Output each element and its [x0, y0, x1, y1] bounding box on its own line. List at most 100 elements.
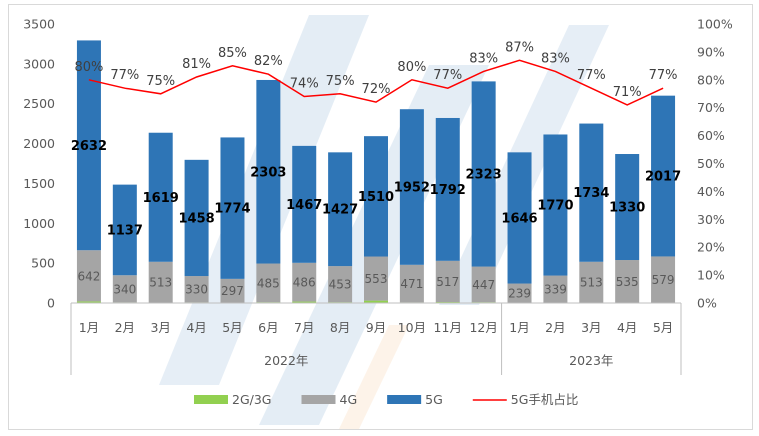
bar-5g	[543, 134, 568, 276]
bar-4g	[507, 283, 532, 303]
legend-swatch-5g	[387, 395, 422, 404]
bar-5g	[364, 136, 388, 257]
x-tick-label: 1月	[509, 320, 529, 335]
x-tick-label: 4月	[186, 320, 206, 335]
data-label-5g: 1619	[143, 191, 179, 206]
data-label-4g: 513	[580, 276, 603, 290]
bar-4g	[256, 263, 281, 303]
bar-2g-3g	[292, 301, 317, 303]
data-label-5g-share: 83%	[541, 51, 570, 66]
y-right-tick-label: 0%	[697, 296, 717, 311]
data-label-5g: 1330	[609, 201, 645, 216]
x-tick-label: 12月	[469, 320, 497, 335]
data-label-4g: 453	[329, 278, 352, 292]
data-label-5g-share: 74%	[290, 77, 319, 92]
x-tick-label: 8月	[330, 320, 350, 335]
x-tick-label: 7月	[294, 320, 314, 335]
bar-5g	[76, 40, 101, 251]
y-right-tick-label: 60%	[697, 128, 725, 143]
data-label-4g: 485	[257, 276, 280, 290]
data-label-5g: 2323	[466, 167, 502, 182]
data-label-5g-share: 77%	[110, 68, 139, 83]
y-left-tick-label: 1000	[23, 216, 55, 231]
data-label-4g: 340	[113, 282, 136, 296]
data-label-5g: 2303	[250, 165, 286, 180]
data-label-5g: 1770	[537, 199, 573, 214]
legend: 2G/3G 4G 5G 5G手机占比	[194, 392, 578, 407]
bar-4g	[615, 260, 640, 303]
bar-5g	[615, 154, 640, 261]
data-label-5g-share: 87%	[505, 40, 534, 55]
data-label-5g-share: 77%	[649, 68, 678, 83]
legend-label: 4G	[340, 392, 358, 407]
legend-swatch-4g	[301, 395, 336, 404]
chart-frame: 0 500 1000 1500 2000 2500 3000 3500 0% 10% 20% 30% 4…	[8, 4, 753, 430]
x-tick-label: 4月	[617, 320, 637, 335]
bar-4g	[76, 250, 101, 302]
year-label: 2022年	[264, 353, 308, 368]
chart: 0 500 1000 1500 2000 2500 3000 3500 0% 10% 20% 30% 4…	[23, 15, 733, 429]
bar-5g	[256, 79, 281, 264]
y-left-tick-label: 2000	[23, 136, 55, 151]
segment-labels: 642 2632 340 1137 513 1619 330 1458 297 1774 485 23…	[71, 139, 681, 301]
data-label-4g: 535	[616, 275, 639, 289]
x-tick-label: 10月	[398, 320, 426, 335]
bar-5g	[435, 117, 460, 261]
legend-label: 5G手机占比	[511, 392, 579, 407]
x-tick-label: 5月	[222, 320, 242, 335]
y-left-tick-label: 2500	[23, 96, 55, 111]
data-label-5g-share: 85%	[218, 46, 247, 61]
year-label: 2023年	[569, 353, 613, 368]
bar-4g	[292, 262, 317, 302]
x-tick-label: 2月	[545, 320, 565, 335]
bar-2g-3g	[76, 301, 101, 303]
y-left-tick-label: 3500	[23, 17, 55, 32]
data-label-4g: 517	[436, 275, 459, 289]
legend-swatch-2g-3g	[194, 395, 228, 404]
x-tick-label: 11月	[434, 320, 462, 335]
data-label-4g: 330	[185, 283, 208, 297]
bar-4g	[543, 275, 568, 303]
legend-label: 2G/3G	[232, 392, 272, 407]
bar-2g-3g	[364, 300, 388, 303]
y-right-tick-label: 50%	[697, 156, 725, 171]
bar-5g	[579, 123, 604, 262]
bar-5g	[184, 159, 209, 277]
y-right-tick-label: 90%	[697, 44, 725, 59]
bar-4g	[328, 266, 353, 303]
bar-4g	[471, 266, 496, 303]
y-right-tick-label: 70%	[697, 100, 725, 115]
data-label-5g: 1458	[178, 211, 214, 226]
y-left-tick-label: 0	[47, 296, 55, 311]
x-tick-label: 6月	[258, 320, 278, 335]
data-label-5g: 1646	[501, 211, 537, 226]
x-tick-label: 2月	[115, 320, 135, 335]
y-left-tick-label: 3000	[23, 56, 55, 71]
bars	[76, 40, 676, 303]
data-label-5g-share: 71%	[613, 85, 642, 100]
data-label-4g: 471	[400, 277, 423, 291]
y-left-tick-label: 500	[31, 256, 55, 271]
x-tick-label: 1月	[79, 320, 99, 335]
x-tick-label: 9月	[366, 320, 386, 335]
data-label-5g-share: 81%	[182, 57, 211, 72]
bar-5g	[292, 145, 317, 263]
bar-4g	[579, 261, 604, 303]
y-right-tick-label: 80%	[697, 72, 725, 87]
y-right-tick-label: 20%	[697, 240, 725, 255]
data-label-4g: 486	[293, 276, 316, 290]
bar-5g	[399, 109, 424, 265]
data-label-5g: 2632	[71, 139, 107, 154]
bar-4g	[148, 261, 173, 303]
data-label-4g: 513	[149, 276, 172, 290]
data-label-5g-share: 82%	[254, 54, 283, 69]
x-tick-label: 3月	[150, 320, 170, 335]
data-label-5g: 1734	[573, 186, 609, 201]
y-right-tick-label: 40%	[697, 184, 725, 199]
data-label-4g: 579	[652, 273, 675, 287]
y-right-tick-label: 100%	[697, 17, 733, 32]
data-label-4g: 297	[221, 284, 244, 298]
bar-4g	[435, 260, 460, 303]
data-label-5g-share: 77%	[433, 68, 462, 83]
data-label-5g: 1467	[286, 198, 322, 213]
